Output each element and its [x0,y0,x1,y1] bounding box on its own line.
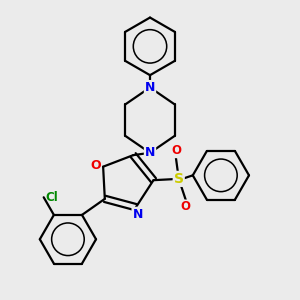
Text: S: S [174,172,184,186]
Text: N: N [145,81,155,94]
Text: O: O [171,144,181,157]
Text: O: O [90,159,101,172]
Text: N: N [145,146,155,159]
Text: N: N [133,208,143,221]
Text: O: O [181,200,191,214]
Text: Cl: Cl [45,191,58,204]
